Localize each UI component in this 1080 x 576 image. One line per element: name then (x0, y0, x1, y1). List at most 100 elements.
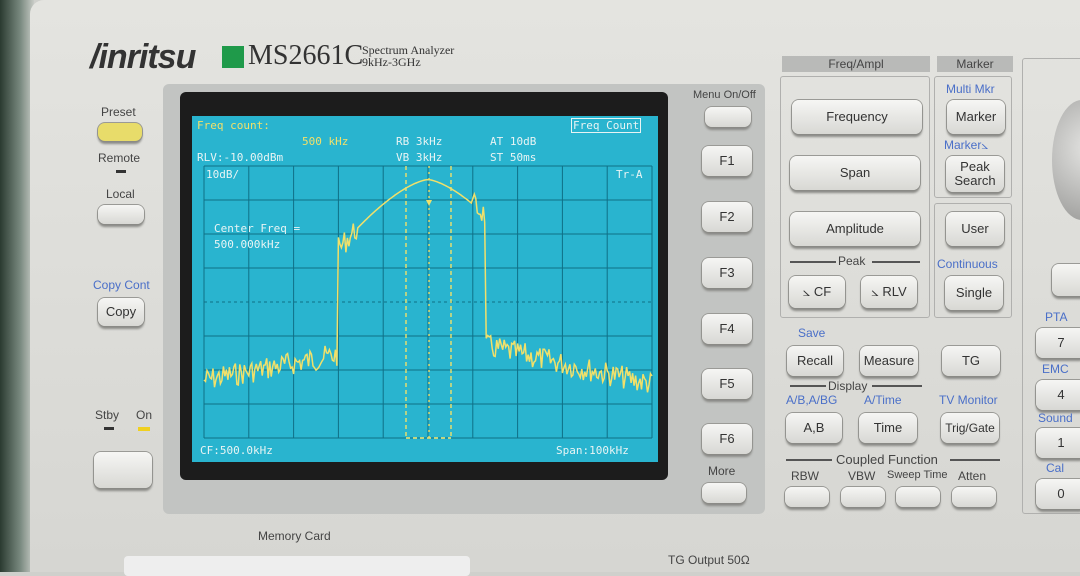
user-button[interactable]: User (946, 212, 1004, 246)
tv-monitor-label: TV Monitor (939, 393, 998, 407)
graticule (203, 165, 653, 439)
frequency-button[interactable]: Frequency (792, 100, 922, 134)
softkey-f1[interactable]: F1 (702, 146, 752, 176)
local-label: Local (106, 187, 135, 201)
key-4[interactable]: 4 (1036, 380, 1080, 410)
center-freq-title: Center Freq = (214, 222, 301, 235)
measure-button[interactable]: Measure (860, 346, 918, 376)
multi-mkr-label: Multi Mkr (946, 82, 995, 96)
softkey-f4[interactable]: F4 (702, 314, 752, 344)
menu-label: Menu On/Off (693, 89, 756, 101)
marker-group (934, 76, 1012, 198)
stby-label: Stby (95, 408, 120, 422)
freq-ampl-group (780, 76, 930, 318)
peak-marker (426, 200, 432, 206)
freq-count-value: 500 kHz (302, 135, 349, 148)
recall-button[interactable]: Recall (787, 346, 843, 376)
key-0[interactable]: 0 (1036, 479, 1080, 509)
emc-label: EMC (1042, 362, 1069, 376)
peak-search-button[interactable]: Peak Search (946, 156, 1004, 192)
remote-label: Remote (98, 151, 141, 165)
atten-button[interactable] (952, 487, 996, 507)
atten-label: Atten (958, 469, 987, 483)
ref-level: RLV:-10.00dBm (197, 151, 284, 164)
vbw-readout: VB 3kHz (396, 151, 443, 164)
sweep-time-button[interactable] (896, 487, 940, 507)
preset-button[interactable] (98, 123, 142, 141)
softkey-f2[interactable]: F2 (702, 202, 752, 232)
copy-cont-label: Copy Cont (93, 278, 150, 292)
vbw-label: VBW (848, 469, 876, 483)
memory-card-slot[interactable] (124, 556, 470, 576)
scale-label: 10dB/ (206, 168, 240, 181)
spectrum-trace (203, 178, 653, 393)
span-readout: Span:100kHz (556, 444, 629, 457)
softkey-f6[interactable]: F6 (702, 424, 752, 454)
time-button[interactable]: Time (859, 413, 917, 443)
power-button[interactable] (94, 452, 152, 488)
on-label: On (136, 408, 153, 422)
local-button[interactable] (98, 205, 144, 224)
display-divider-right (872, 385, 922, 387)
keypad-group (1022, 58, 1080, 514)
remote-led (116, 170, 126, 173)
subtitle-2: 9kHz-3GHz (362, 55, 421, 69)
coupled-divider-right (950, 459, 1000, 461)
key-7[interactable]: 7 (1036, 328, 1080, 358)
tg-button[interactable]: TG (942, 346, 1000, 376)
mode-label: Freq Count (571, 118, 642, 133)
ab-button[interactable]: A,B (786, 413, 842, 443)
freq-count-label: Freq count: (197, 119, 270, 132)
rbw-label: RBW (791, 469, 819, 483)
cf-readout: CF:500.0kHz (200, 444, 273, 457)
peak-to-rlv-button[interactable]: ⦣ RLV (861, 276, 917, 308)
vbw-button[interactable] (841, 487, 885, 507)
a-time-label: A/Time (864, 393, 902, 407)
marker-delta-label: Marker⦣ (944, 138, 989, 152)
display-label: Display (828, 379, 868, 393)
ab-abbg-label: A/B,A/BG (786, 393, 838, 407)
sound-label: Sound (1038, 411, 1073, 425)
tg-output-label: TG Output 50Ω (668, 553, 750, 567)
model-subtitle: Spectrum Analyzer 9kHz-3GHz (362, 44, 454, 68)
softkey-f5[interactable]: F5 (702, 369, 752, 399)
key-1[interactable]: 1 (1036, 428, 1080, 458)
peak-divider-right (872, 261, 920, 263)
softkey-f3[interactable]: F3 (702, 258, 752, 288)
continuous-label: Continuous (937, 257, 998, 271)
atten-readout: AT 10dB (490, 135, 537, 148)
amplitude-button[interactable]: Amplitude (790, 212, 920, 246)
sweep-time-label: Sweep Time (887, 469, 948, 481)
model-name: MS2661C (248, 40, 364, 71)
save-label: Save (798, 326, 826, 340)
memory-card-label: Memory Card (258, 529, 331, 543)
sweep-readout: ST 50ms (490, 151, 537, 164)
pta-label: PTA (1045, 310, 1068, 324)
span-button[interactable]: Span (790, 156, 920, 190)
step-key[interactable] (1052, 264, 1080, 296)
coupled-function-label: Coupled Function (836, 452, 938, 467)
spectrum-plot (203, 165, 653, 439)
menu-button[interactable] (705, 107, 751, 127)
freq-ampl-header: Freq/Ampl (782, 56, 930, 72)
logo-square (222, 46, 244, 68)
peak-divider-left (790, 261, 836, 263)
copy-button[interactable]: Copy (98, 298, 144, 326)
more-label: More (708, 464, 736, 478)
more-button[interactable] (702, 483, 746, 503)
trig-gate-button[interactable]: Trig/Gate (941, 413, 999, 443)
single-button[interactable]: Single (945, 276, 1003, 310)
marker-button[interactable]: Marker (947, 100, 1005, 134)
peak-label: Peak (838, 254, 866, 268)
rbw-button[interactable] (785, 487, 829, 507)
preset-label: Preset (101, 105, 136, 119)
center-freq-value: 500.000kHz (214, 238, 281, 251)
coupled-divider-left (786, 459, 832, 461)
cal-label: Cal (1046, 461, 1065, 475)
marker-header: Marker (937, 56, 1013, 72)
rbw-readout: RB 3kHz (396, 135, 443, 148)
stby-led (104, 427, 114, 430)
peak-to-cf-button[interactable]: ⦣ CF (789, 276, 845, 308)
user-group (934, 203, 1012, 318)
brand-logo: /inritsu (90, 38, 196, 76)
